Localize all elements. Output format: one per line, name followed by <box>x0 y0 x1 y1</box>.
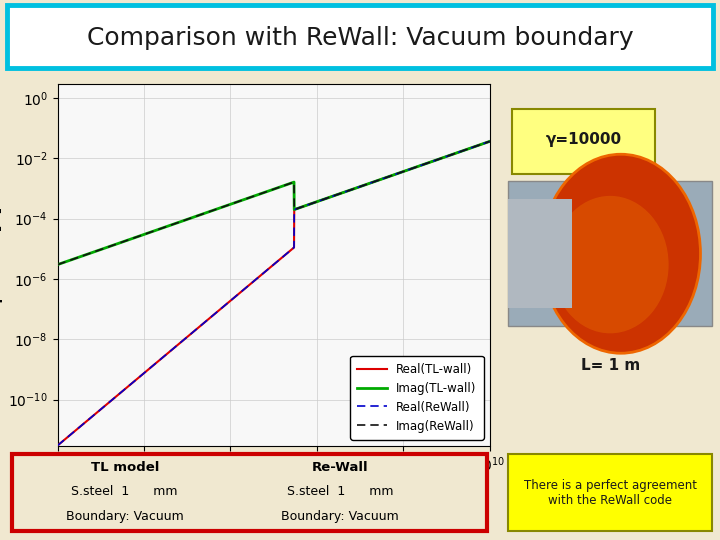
Text: γ=10000: γ=10000 <box>546 132 621 147</box>
Real(ReWall) <box>393 170 402 177</box>
Real(TL-wall) <box>252 276 261 282</box>
Imag(ReWall) <box>53 261 62 268</box>
Text: Boundary: Vacuum: Boundary: Vacuum <box>282 510 399 523</box>
Line: Imag(ReWall): Imag(ReWall) <box>58 141 490 265</box>
Text: Comparison with ReWall: Vacuum boundary: Comparison with ReWall: Vacuum boundary <box>86 26 634 50</box>
Legend: Real(TL-wall), Imag(TL-wall), Real(ReWall), Imag(ReWall): Real(TL-wall), Imag(TL-wall), Real(ReWal… <box>350 356 484 440</box>
Imag(TL-wall) <box>485 138 494 145</box>
Imag(TL-wall) <box>472 143 481 149</box>
Line: Real(ReWall): Real(ReWall) <box>58 141 490 446</box>
Imag(TL-wall) <box>53 261 62 268</box>
Text: TL model: TL model <box>91 461 159 474</box>
Real(ReWall) <box>472 143 481 149</box>
Text: S.steel  1      mm: S.steel 1 mm <box>71 484 178 497</box>
Real(TL-wall) <box>473 143 482 149</box>
Imag(TL-wall) <box>473 143 482 149</box>
Text: Re-Wall: Re-Wall <box>312 461 369 474</box>
Real(TL-wall) <box>53 442 62 449</box>
Real(ReWall) <box>76 424 84 430</box>
Real(ReWall) <box>473 143 482 149</box>
Imag(ReWall) <box>76 254 84 260</box>
Y-axis label: Impedance [Ω]: Impedance [Ω] <box>0 207 3 322</box>
Imag(ReWall) <box>473 143 482 149</box>
Ellipse shape <box>541 154 701 353</box>
Ellipse shape <box>552 196 669 333</box>
Imag(TL-wall) <box>76 254 84 260</box>
Text: L= 1 m: L= 1 m <box>580 359 640 373</box>
Real(TL-wall) <box>472 143 481 149</box>
FancyBboxPatch shape <box>12 454 487 531</box>
Line: Real(TL-wall): Real(TL-wall) <box>58 141 490 446</box>
FancyBboxPatch shape <box>508 181 712 326</box>
FancyBboxPatch shape <box>513 109 654 174</box>
Imag(TL-wall) <box>252 192 261 199</box>
Imag(TL-wall) <box>393 170 402 177</box>
X-axis label: Frequency [Hz]: Frequency [Hz] <box>215 480 333 494</box>
Imag(ReWall) <box>393 170 402 177</box>
FancyBboxPatch shape <box>7 5 713 68</box>
Imag(ReWall) <box>252 192 261 199</box>
FancyBboxPatch shape <box>508 199 572 308</box>
Text: There is a perfect agreement
with the ReWall code: There is a perfect agreement with the Re… <box>523 479 697 507</box>
Real(ReWall) <box>252 276 261 282</box>
Real(TL-wall) <box>485 138 494 145</box>
Real(ReWall) <box>485 138 494 145</box>
Text: S.steel  1      mm: S.steel 1 mm <box>287 484 393 497</box>
FancyBboxPatch shape <box>508 181 712 326</box>
Real(TL-wall) <box>76 424 84 430</box>
Imag(ReWall) <box>485 138 494 145</box>
Imag(ReWall) <box>264 188 272 194</box>
Imag(ReWall) <box>472 143 481 149</box>
FancyBboxPatch shape <box>508 454 712 531</box>
Line: Imag(TL-wall): Imag(TL-wall) <box>58 141 490 265</box>
Real(TL-wall) <box>264 266 272 273</box>
Text: Boundary: Vacuum: Boundary: Vacuum <box>66 510 184 523</box>
Real(ReWall) <box>53 442 62 449</box>
Real(ReWall) <box>264 266 272 273</box>
Imag(TL-wall) <box>264 188 272 194</box>
Real(TL-wall) <box>393 170 402 177</box>
